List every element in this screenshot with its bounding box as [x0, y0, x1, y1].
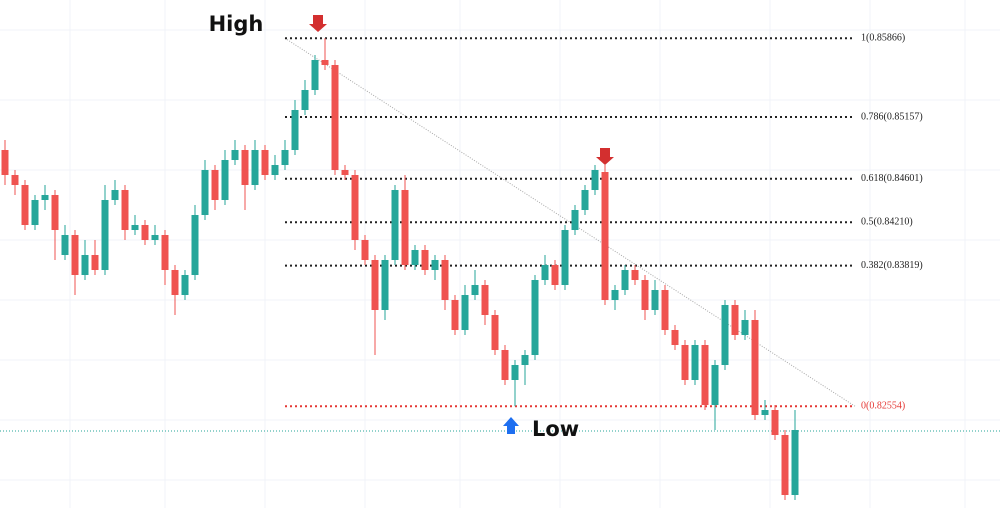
candle-body [661, 290, 669, 330]
candle-body [761, 410, 769, 415]
candle-body [131, 225, 139, 230]
candle-body [571, 210, 579, 230]
candle-body [161, 235, 169, 270]
fib-label: 0.5(0.84210) [861, 217, 913, 228]
candle-body [491, 315, 499, 350]
candle-body [301, 90, 309, 110]
candle-body [311, 60, 319, 90]
candle-body [541, 265, 549, 280]
candle-body [781, 435, 789, 495]
low-arrow [503, 417, 519, 434]
candle-body [331, 65, 339, 170]
high-arrow [309, 15, 327, 32]
candle-body [511, 365, 519, 380]
candle-body [671, 330, 679, 345]
candle-body [581, 190, 589, 210]
fib-label: 0.786(0.85157) [861, 111, 923, 122]
candle-body [711, 365, 719, 405]
candle-body [481, 285, 489, 315]
candle-body [431, 260, 439, 270]
candle-body [391, 190, 399, 260]
candle-body [631, 270, 639, 280]
candle-body [91, 255, 99, 270]
candle-body [351, 175, 359, 240]
candle-body [271, 165, 279, 175]
candle-body [151, 235, 159, 240]
candle-body [701, 345, 709, 405]
candle-body [11, 175, 19, 185]
candle-body [461, 295, 469, 330]
candle-body [731, 305, 739, 335]
candle-body [471, 285, 479, 295]
candle-body [51, 195, 59, 230]
candle-body [371, 260, 379, 310]
candle-body [291, 110, 299, 150]
candle-body [721, 305, 729, 365]
low-label: Low [532, 417, 579, 441]
candle-body [771, 410, 779, 435]
candle-body [651, 290, 659, 310]
candle-body [561, 230, 569, 285]
candle-body [741, 320, 749, 335]
candle-body [221, 160, 229, 200]
candle-body [61, 235, 69, 255]
candle-body [81, 255, 89, 275]
candle-body [441, 260, 449, 300]
candle-body [411, 250, 419, 265]
candle-body [121, 190, 129, 230]
candle-body [41, 195, 49, 200]
candle-body [101, 200, 109, 270]
candle-body [21, 185, 29, 225]
fib-label: 0.618(0.84601) [861, 173, 923, 184]
candle-body [621, 270, 629, 290]
candle-body [31, 200, 39, 225]
candle-body [401, 190, 409, 265]
candle-body [551, 265, 559, 285]
candle-body [791, 430, 799, 495]
candle-body [521, 355, 529, 365]
candle-body [681, 345, 689, 380]
candle-body [321, 60, 329, 65]
candle-body [591, 170, 599, 190]
candle-body [451, 300, 459, 330]
candle-body [341, 170, 349, 175]
candle-body [601, 172, 609, 300]
peak-arrow [596, 148, 614, 165]
candle-body [251, 150, 259, 185]
plot: 1(0.85866) 0.786(0.85157) 0.618(0.84601) 0.… [0, 33, 1000, 500]
candle-body [1, 150, 9, 175]
high-label: High [209, 12, 264, 36]
candle-body [261, 150, 269, 175]
candle-body [191, 215, 199, 275]
candle-body [111, 190, 119, 200]
trend-line [284, 37, 856, 407]
candle-body [141, 225, 149, 240]
fib-label: 0(0.82554) [861, 401, 905, 412]
candle-body [231, 150, 239, 160]
candle-body [211, 170, 219, 200]
fib-label: 1(0.85866) [861, 33, 905, 44]
candle-body [201, 170, 209, 215]
candle-body [71, 235, 79, 275]
candle-body [751, 320, 759, 415]
candle-body [171, 270, 179, 295]
candle-body [421, 250, 429, 270]
candle-body [281, 150, 289, 165]
candle-body [381, 260, 389, 310]
candle-body [181, 275, 189, 295]
candle-body [641, 280, 649, 310]
candle-body [241, 150, 249, 185]
candle-body [361, 240, 369, 260]
fib-label: 0.382(0.83819) [861, 260, 923, 271]
candle-body [611, 290, 619, 300]
candle-body [691, 345, 699, 380]
candle-body [501, 350, 509, 380]
candle-body [531, 280, 539, 355]
